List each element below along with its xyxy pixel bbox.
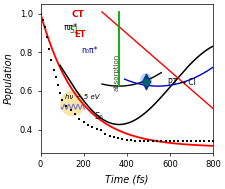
Point <box>78 117 81 120</box>
Point <box>58 91 62 94</box>
Point <box>86 123 90 126</box>
Point <box>134 139 137 142</box>
Point <box>73 113 77 116</box>
Text: PT → CI: PT → CI <box>168 78 196 87</box>
Point <box>138 139 142 142</box>
Point <box>144 84 148 87</box>
Point <box>198 139 202 142</box>
Point <box>159 139 163 142</box>
Text: hν ~ 5 eV: hν ~ 5 eV <box>65 94 99 100</box>
Point <box>47 47 51 50</box>
Point <box>202 139 206 142</box>
Point <box>181 139 184 142</box>
Point <box>121 138 124 141</box>
Text: ππ*: ππ* <box>64 23 78 32</box>
X-axis label: Time (fs): Time (fs) <box>105 175 148 185</box>
Text: n₀π*: n₀π* <box>81 46 98 55</box>
Ellipse shape <box>140 73 152 88</box>
Point <box>56 84 60 87</box>
Point <box>177 139 180 142</box>
Point <box>172 139 176 142</box>
Point <box>129 139 133 142</box>
Point <box>95 127 98 130</box>
Y-axis label: Population: Population <box>4 53 14 104</box>
Point <box>207 139 210 142</box>
Point <box>39 12 42 15</box>
Point <box>194 139 198 142</box>
Point <box>142 139 146 142</box>
Point <box>189 139 193 142</box>
Point <box>211 139 215 142</box>
Point <box>60 98 64 101</box>
Point <box>164 139 167 142</box>
Point <box>82 120 86 123</box>
Point <box>155 139 159 142</box>
Point <box>43 26 47 29</box>
Text: S₀: S₀ <box>94 112 103 121</box>
Text: absorption: absorption <box>114 54 120 91</box>
Point <box>65 105 68 108</box>
Point <box>112 136 116 139</box>
Point <box>144 76 148 79</box>
Point <box>151 139 154 142</box>
Point <box>104 133 107 136</box>
Point <box>52 68 55 71</box>
Point <box>168 139 172 142</box>
Point <box>99 129 103 132</box>
Point <box>146 139 150 142</box>
Point <box>45 35 49 38</box>
Text: S1: S1 <box>69 26 79 36</box>
Point <box>90 125 94 128</box>
Point <box>116 137 120 140</box>
Point <box>54 76 57 79</box>
Point <box>108 134 111 137</box>
Point <box>69 109 72 112</box>
Ellipse shape <box>60 91 85 116</box>
Point <box>50 59 53 62</box>
Point <box>125 139 128 142</box>
Point <box>185 139 189 142</box>
Text: ET: ET <box>74 30 86 39</box>
Point <box>41 18 45 21</box>
Point <box>144 80 148 83</box>
Text: CT: CT <box>71 10 84 19</box>
